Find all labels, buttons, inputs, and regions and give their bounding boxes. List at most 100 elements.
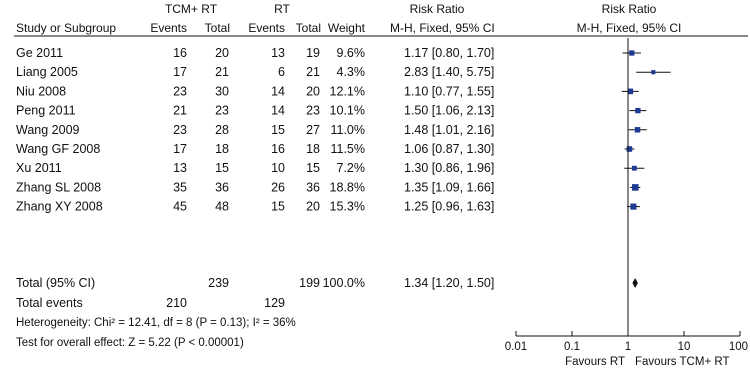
study-8-events2: 26: [271, 180, 285, 194]
study-1-weight: 9.6%: [337, 46, 366, 60]
favours-right-label: Favours TCM+ RT: [635, 356, 729, 368]
study-4-marker: [635, 107, 641, 114]
study-7-weight: 7.2%: [337, 161, 366, 175]
total-label: Total (95% CI): [16, 276, 95, 290]
study-6-weight: 11.5%: [330, 142, 365, 156]
plot-header-top: Risk Ratio: [602, 2, 657, 16]
study-5-total2: 27: [306, 123, 320, 137]
total-rr: 1.34 [1.20, 1.50]: [404, 276, 494, 290]
study-7-name: Xu 2011: [16, 161, 62, 175]
study-7-rr: 1.30 [0.86, 1.96]: [404, 161, 494, 175]
study-5-total1: 28: [215, 123, 229, 137]
study-9-marker: [630, 203, 637, 210]
study-9-rr: 1.25 [0.96, 1.63]: [404, 200, 494, 214]
study-9-total1: 48: [215, 200, 229, 214]
rr-method-header: M-H, Fixed, 95% CI: [390, 21, 495, 35]
study-8-rr: 1.35 [1.09, 1.66]: [404, 180, 494, 194]
study-1-marker: [629, 50, 635, 56]
study-4-name: Peng 2011: [16, 104, 76, 118]
study-4-total1: 23: [215, 104, 229, 118]
study-2-weight: 4.3%: [337, 65, 366, 79]
study-2-events2: 6: [278, 65, 285, 79]
study-8-events1: 35: [173, 180, 187, 194]
study-9-name: Zhang XY 2008: [16, 200, 103, 214]
study-6-name: Wang GF 2008: [16, 142, 100, 156]
study-9-events2: 15: [271, 200, 285, 214]
study-1-total1: 20: [215, 46, 229, 60]
pooled-diamond: [632, 278, 638, 288]
study-4-weight: 10.1%: [330, 104, 365, 118]
rr-header-top: Risk Ratio: [410, 2, 465, 16]
study-5-marker: [634, 127, 641, 133]
heterogeneity-text: Heterogeneity: Chi² = 12.41, df = 8 (P =…: [16, 317, 296, 329]
group1-header: TCM+ RT: [165, 2, 218, 16]
study-3-total1: 30: [215, 84, 229, 98]
total-weight: 100.0%: [323, 276, 365, 290]
study-8-marker: [632, 184, 639, 191]
study-9-weight: 15.3%: [330, 200, 365, 214]
study-7-total1: 15: [215, 161, 229, 175]
study-7-events1: 13: [173, 161, 187, 175]
events1-header: Events: [150, 21, 187, 35]
study-6-events1: 17: [173, 142, 187, 156]
favours-left-label: Favours RT: [565, 356, 625, 368]
total-events-e1: 210: [166, 296, 187, 310]
study-7-events2: 10: [271, 161, 285, 175]
overall-effect-text: Test for overall effect: Z = 5.22 (P < 0…: [16, 337, 244, 349]
study-6-total2: 18: [306, 142, 320, 156]
study-8-total1: 36: [215, 180, 229, 194]
study-7-total2: 15: [306, 161, 320, 175]
study-4-events2: 14: [271, 104, 285, 118]
total-t2: 199: [299, 276, 320, 290]
plot-method-header: M-H, Fixed, 95% CI: [577, 21, 682, 35]
study-4-events1: 21: [173, 104, 187, 118]
study-3-marker: [627, 88, 634, 95]
study-5-weight: 11.0%: [330, 123, 365, 137]
study-4-total2: 23: [306, 104, 320, 118]
study-5-name: Wang 2009: [16, 123, 80, 137]
study-8-name: Zhang SL 2008: [16, 180, 101, 194]
study-3-name: Niu 2008: [16, 84, 66, 98]
study-9-total2: 20: [306, 200, 320, 214]
study-9-events1: 45: [173, 200, 187, 214]
study-1-rr: 1.17 [0.80, 1.70]: [404, 46, 494, 60]
plot-area: 0.01 0.1 1 10 100: [505, 38, 748, 353]
study-2-marker: [651, 70, 656, 75]
study-6-total1: 18: [215, 142, 229, 156]
study-5-rr: 1.48 [1.01, 2.16]: [404, 123, 494, 137]
study-3-events2: 14: [271, 84, 285, 98]
study-8-total2: 36: [306, 180, 320, 194]
study-5-events2: 15: [271, 123, 285, 137]
study-1-name: Ge 2011: [16, 46, 63, 60]
study-7-marker: [631, 165, 637, 171]
study-header: Study or Subgroup: [16, 21, 116, 35]
study-5-events1: 23: [173, 123, 187, 137]
study-3-rr: 1.10 [0.77, 1.55]: [404, 84, 494, 98]
x-tick-label-5: 100: [729, 341, 748, 353]
weight-header: Weight: [328, 21, 366, 35]
study-6-events2: 16: [271, 142, 285, 156]
study-6-rr: 1.06 [0.87, 1.30]: [404, 142, 494, 156]
x-tick-label-4: 10: [678, 341, 691, 353]
study-3-events1: 23: [173, 84, 187, 98]
study-6-marker: [626, 146, 633, 152]
study-8-weight: 18.8%: [330, 180, 365, 194]
total-events-e2: 129: [264, 296, 285, 310]
group2-header: RT: [274, 2, 290, 16]
x-tick-label-1: 0.01: [505, 341, 527, 353]
total2-header: Total: [296, 21, 321, 35]
events2-header: Events: [248, 21, 285, 35]
total-events-label: Total events: [16, 296, 83, 310]
study-1-events1: 16: [173, 46, 187, 60]
x-tick-label-2: 0.1: [564, 341, 580, 353]
study-rows: Ge 2011 16 20 13 19 9.6% 1.17 [0.80, 1.70] Lian…: [16, 46, 494, 214]
study-2-total2: 21: [306, 65, 320, 79]
study-2-total1: 21: [215, 65, 229, 79]
total1-header: Total: [205, 21, 230, 35]
study-1-total2: 19: [306, 46, 320, 60]
x-tick-label-3: 1: [625, 341, 631, 353]
study-2-name: Liang 2005: [16, 65, 78, 79]
study-3-weight: 12.1%: [330, 84, 365, 98]
study-1-events2: 13: [271, 46, 285, 60]
